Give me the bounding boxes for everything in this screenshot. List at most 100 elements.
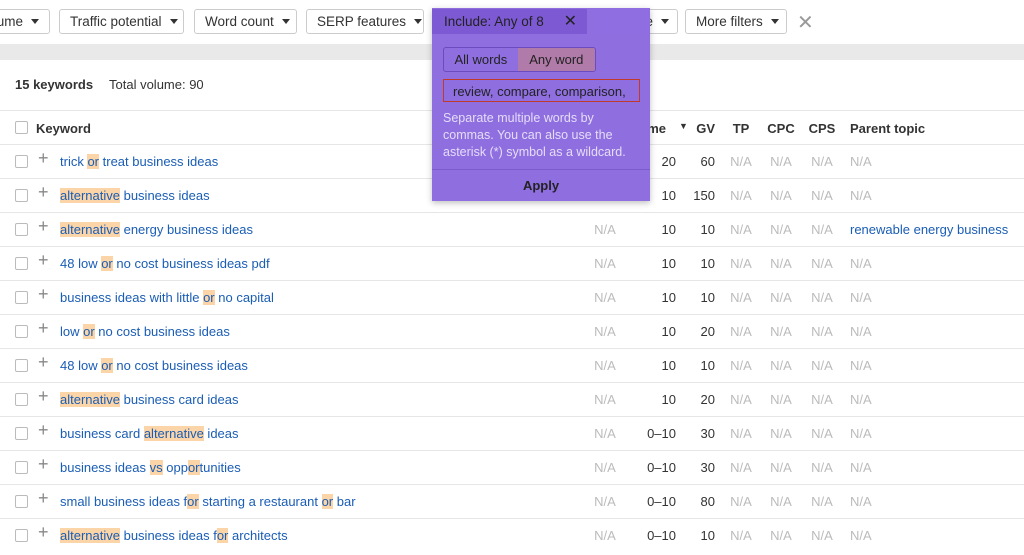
keyword[interactable]: alternative business ideas for architect… — [60, 528, 288, 543]
keyword-text: ideas — [203, 426, 239, 441]
tab-any[interactable]: Any word — [517, 48, 595, 71]
volume: 0–10 — [647, 460, 676, 475]
row-checkbox[interactable] — [15, 427, 28, 440]
keyword[interactable]: 48 low or no cost business ideas pdf — [60, 256, 270, 271]
keyword-highlight: alternative — [60, 222, 120, 237]
kd: N/A — [594, 426, 616, 441]
keyword-text: business card — [60, 426, 144, 441]
add-button[interactable]: + — [38, 352, 49, 372]
filter-button[interactable]: Word count — [194, 9, 297, 34]
add-button[interactable]: + — [38, 318, 49, 338]
filter-button[interactable]: Traffic potential — [59, 9, 184, 34]
column-header[interactable]: CPS — [808, 121, 836, 136]
add-button[interactable]: + — [38, 182, 49, 202]
volume: 0–10 — [647, 426, 676, 441]
column-header[interactable]: GV — [696, 121, 715, 136]
tp: N/A — [730, 426, 752, 441]
keyword[interactable]: business ideas with little or no capital — [60, 290, 274, 305]
keyword[interactable]: 48 low or no cost business ideas — [60, 358, 248, 373]
add-button[interactable]: + — [38, 250, 49, 270]
gv: 10 — [700, 290, 715, 305]
row-checkbox[interactable] — [15, 257, 28, 270]
parent-topic[interactable]: renewable energy business — [850, 222, 1009, 237]
row-checkbox[interactable] — [15, 223, 28, 236]
row-checkbox[interactable] — [15, 189, 28, 202]
add-button[interactable]: + — [38, 284, 49, 304]
add-button[interactable]: + — [38, 216, 49, 236]
gv: 30 — [700, 460, 715, 475]
keyword[interactable]: business ideas vs opportunities — [60, 460, 241, 475]
keyword-highlight: or — [101, 256, 113, 271]
cps: N/A — [811, 256, 833, 271]
row-checkbox[interactable] — [15, 529, 28, 542]
cpc: N/A — [770, 528, 792, 543]
filter-button[interactable]: SERP features — [306, 9, 424, 34]
row-checkbox[interactable] — [15, 461, 28, 474]
row-checkbox[interactable] — [15, 393, 28, 406]
apply-button[interactable]: Apply — [432, 169, 650, 202]
keyword[interactable]: business card alternative ideas — [60, 426, 239, 441]
volume: 10 — [661, 222, 676, 237]
words-input[interactable]: review, compare, comparison, — [443, 79, 640, 102]
row-checkbox[interactable] — [15, 359, 28, 372]
keyword-text: opp — [162, 460, 188, 475]
column-header[interactable]: Parent topic — [850, 121, 926, 136]
keyword-text: business ideas — [119, 188, 210, 203]
keyword-row: +48 low or no cost business ideas N/A 10 10… — [0, 348, 1024, 382]
cps: N/A — [811, 358, 833, 373]
add-button[interactable]: + — [38, 420, 49, 440]
volume: 10 — [661, 256, 676, 271]
parent-topic: N/A — [850, 290, 872, 305]
keyword[interactable]: alternative business ideas — [60, 188, 210, 203]
add-button[interactable]: + — [38, 454, 49, 474]
gv: 10 — [700, 358, 715, 373]
cps: N/A — [811, 290, 833, 305]
parent-topic: N/A — [850, 528, 872, 543]
tab-all[interactable]: All words — [454, 52, 508, 67]
keyword-text: business ideas with little — [60, 290, 204, 305]
add-button[interactable]: + — [38, 148, 49, 168]
keyword-row: + business card alternative ideas N/A 0–10 3… — [0, 416, 1024, 450]
column-header[interactable]: CPC — [767, 121, 795, 136]
add-button[interactable]: + — [38, 386, 49, 406]
tp: N/A — [730, 188, 752, 203]
keyword[interactable]: trick or treat business ideas — [60, 154, 218, 169]
row-checkbox[interactable] — [15, 325, 28, 338]
keyword-highlight: or — [87, 154, 100, 169]
volume: 20 — [661, 154, 676, 169]
keyword-text: treat business ideas — [99, 154, 219, 169]
clear-filters[interactable]: ✕ — [797, 12, 814, 34]
keyword[interactable]: small business ideas for starting a rest… — [60, 494, 356, 509]
keyword-highlight: or — [187, 460, 200, 475]
keyword-count: 15 keywords — [15, 77, 94, 92]
add-button[interactable]: + — [38, 488, 49, 508]
keyword[interactable]: alternative business card ideas — [60, 392, 239, 407]
cpc: N/A — [770, 154, 792, 169]
keyword-highlight: alternative — [60, 392, 120, 407]
keyword-row: + alternative business card ideas N/A 10 20 N… — [0, 382, 1024, 416]
volume: 10 — [661, 324, 676, 339]
add-button[interactable]: + — [38, 522, 49, 542]
column-header[interactable]: Keyword — [36, 121, 91, 136]
filter-button[interactable]: ume — [0, 9, 50, 34]
sort-arrow: ▼ — [679, 121, 688, 131]
keyword-text: tunities — [199, 460, 241, 475]
column-header[interactable]: TP — [732, 121, 750, 136]
keyword-text: business ideas f — [119, 528, 217, 543]
select-all[interactable] — [15, 121, 28, 134]
row-checkbox[interactable] — [15, 495, 28, 508]
kd: N/A — [594, 222, 616, 237]
gv: 30 — [700, 426, 715, 441]
keyword[interactable]: alternative energy business ideas — [60, 222, 253, 237]
gv: 10 — [700, 222, 715, 237]
keyword[interactable]: low or no cost business ideas — [60, 324, 230, 339]
parent-topic: N/A — [850, 154, 872, 169]
include-button[interactable]: Include: Any of 8 ✕ — [432, 9, 587, 34]
cpc: N/A — [770, 392, 792, 407]
filter-button[interactable]: More filters — [685, 9, 787, 34]
cpc: N/A — [770, 358, 792, 373]
row-checkbox[interactable] — [15, 155, 28, 168]
row-checkbox[interactable] — [15, 291, 28, 304]
keyword-text: business card ideas — [119, 392, 239, 407]
